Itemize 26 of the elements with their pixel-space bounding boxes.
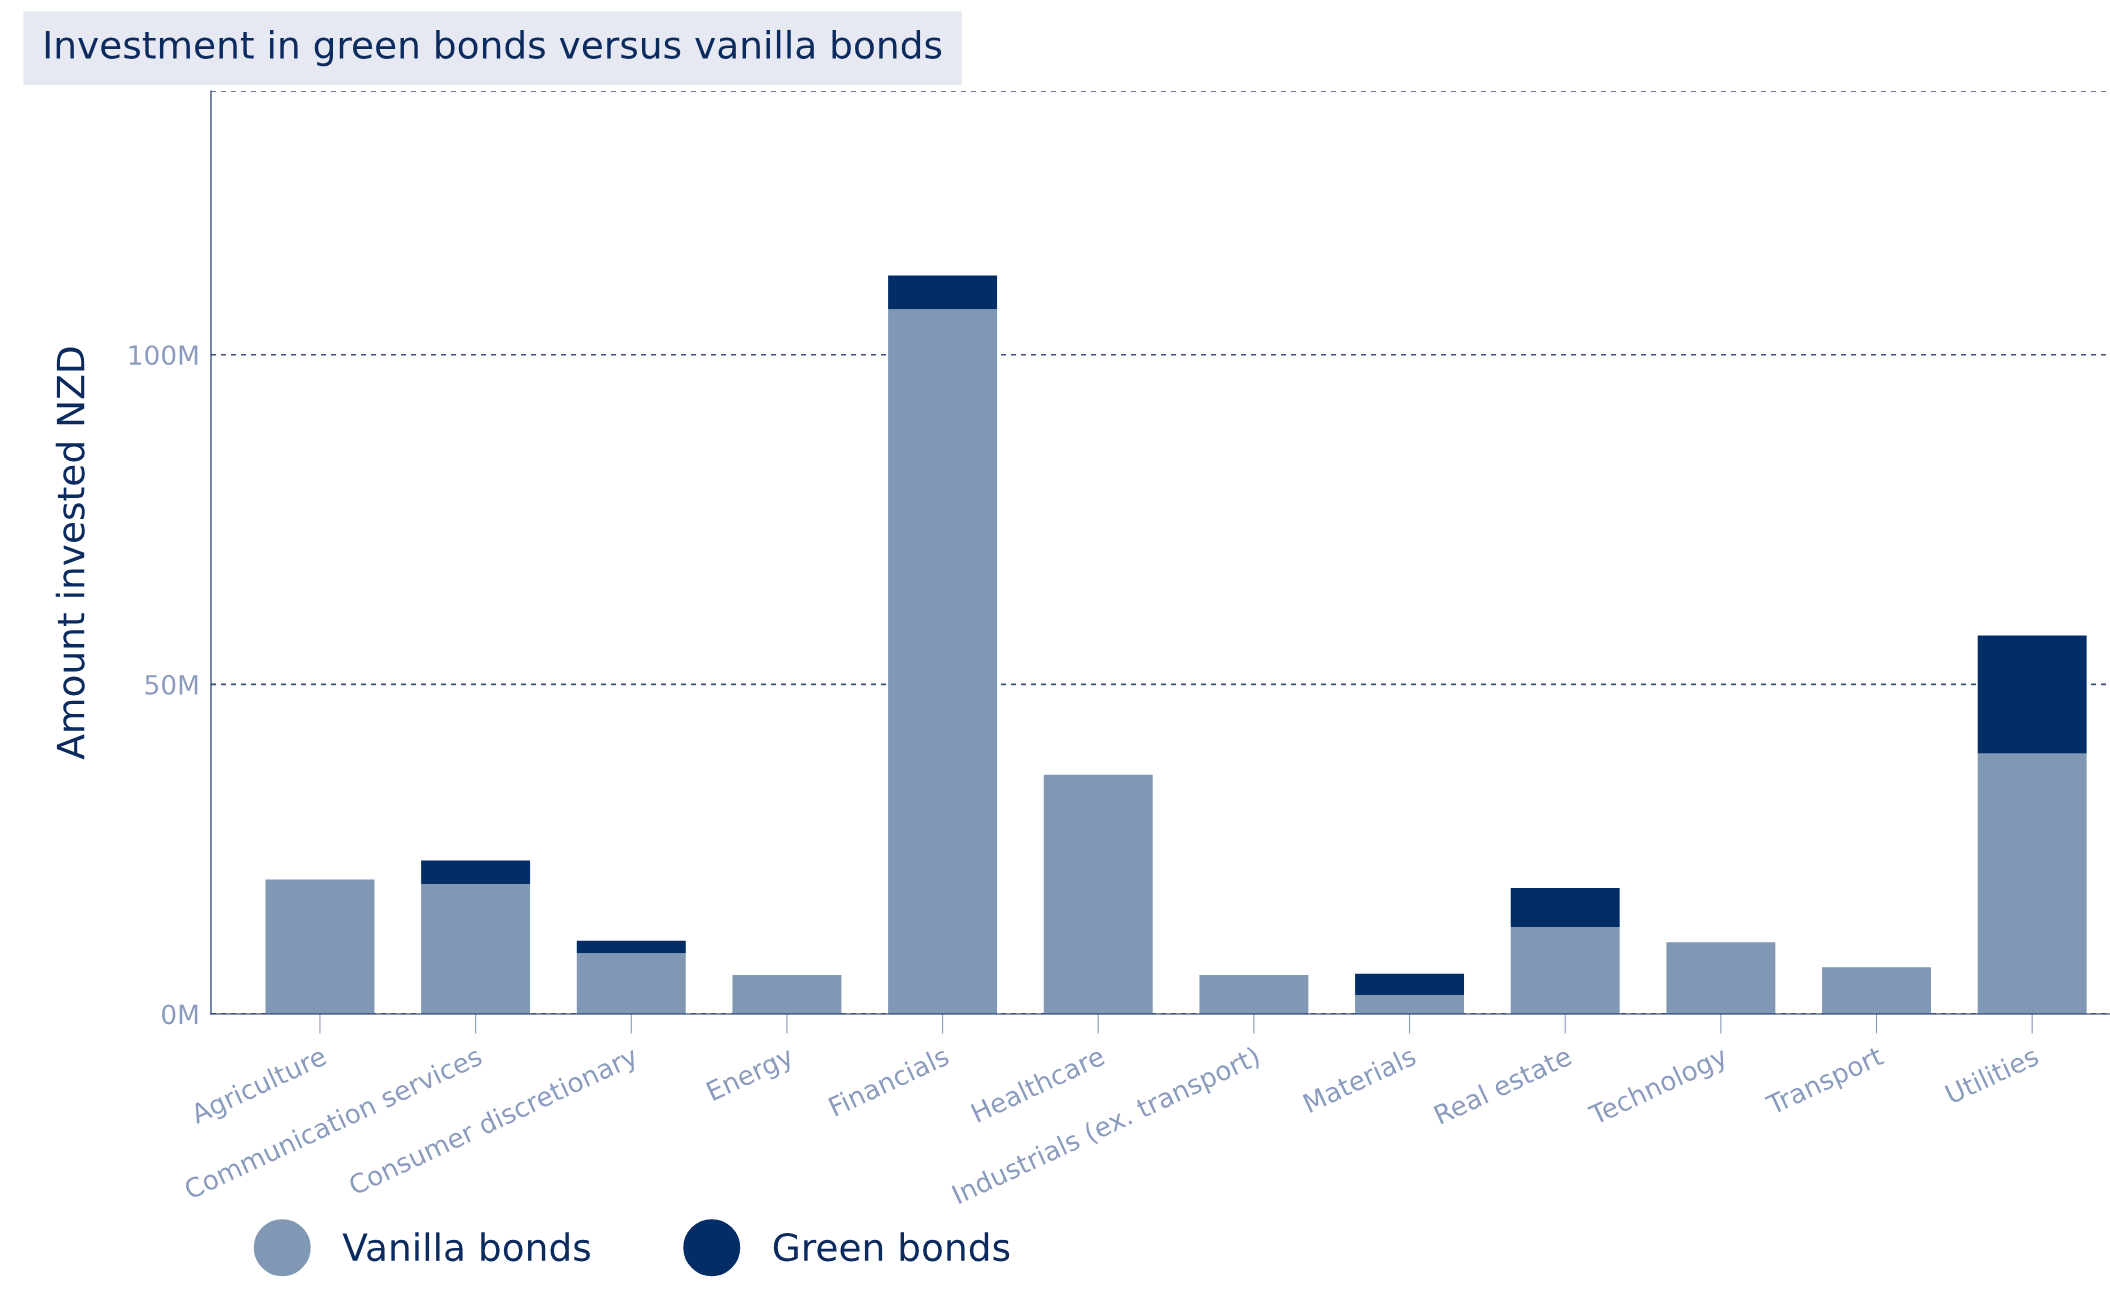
bar [1822,967,1931,1014]
legend-label: Vanilla bonds [342,1232,590,1262]
bar [1977,635,2087,754]
bar [1355,973,1465,995]
y-tick-label: 0M [162,1004,198,1025]
x-tick-label: Real estate [1433,1045,1573,1125]
bar [1510,888,1620,927]
chart-title: Investment in green bonds versus vanilla bonds [45,29,942,67]
y-axis-title: Amount invested NZD [55,347,85,760]
bar [1043,774,1153,1014]
bar [265,879,375,1014]
bar [576,953,686,1014]
y-tick-label: 100M [129,345,198,366]
bar [576,940,686,954]
bar [421,860,531,885]
legend-label: Green bonds [773,1232,1010,1262]
bar [732,975,842,1014]
bar [888,275,998,310]
y-tick-label: 50M [145,674,198,695]
bar [1666,942,1776,1014]
bar [1977,753,2087,1014]
bar [888,309,998,1014]
bar [1510,926,1620,1014]
bar [421,884,531,1014]
bar [1355,994,1465,1014]
bar [1199,975,1309,1014]
